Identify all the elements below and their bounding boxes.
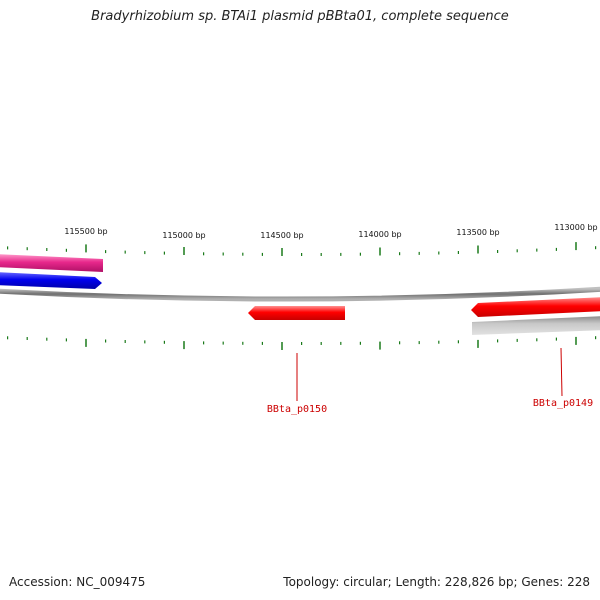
inner-tick-row (6, 336, 597, 350)
plasmid-backbone (0, 286, 600, 302)
tick-label: 113500 bp (456, 228, 499, 237)
tick-label: 114000 bp (358, 230, 401, 239)
sequence-summary: Topology: circular; Length: 228,826 bp; … (283, 575, 590, 589)
tick-label: 115000 bp (162, 231, 205, 240)
tick-label: 115500 bp (64, 227, 107, 236)
accession-text: Accession: NC_009475 (9, 575, 146, 589)
gene-arrow-gray[interactable] (472, 316, 600, 335)
outer-tick-row (6, 242, 597, 256)
gene-arrow-bbta-p0149[interactable] (471, 297, 600, 317)
gene-arrow-pink[interactable] (0, 254, 103, 272)
gene-arrow-blue[interactable] (0, 272, 102, 289)
map-title: Bradyrhizobium sp. BTAi1 plasmid pBBta01… (91, 9, 509, 24)
tick-label: 114500 bp (260, 231, 303, 240)
gene-arrow-bbta-p0150[interactable] (248, 306, 345, 320)
label-leader-bbta-p0149 (560, 347, 563, 397)
tick-label: 113000 bp (554, 223, 597, 232)
tick-label-row: 115500 bp 115000 bp 114500 bp 114000 bp … (64, 223, 597, 240)
gene-label-bbta-p0150[interactable]: BBta_p0150 (267, 404, 327, 415)
gene-label-bbta-p0149[interactable]: BBta_p0149 (533, 398, 593, 409)
